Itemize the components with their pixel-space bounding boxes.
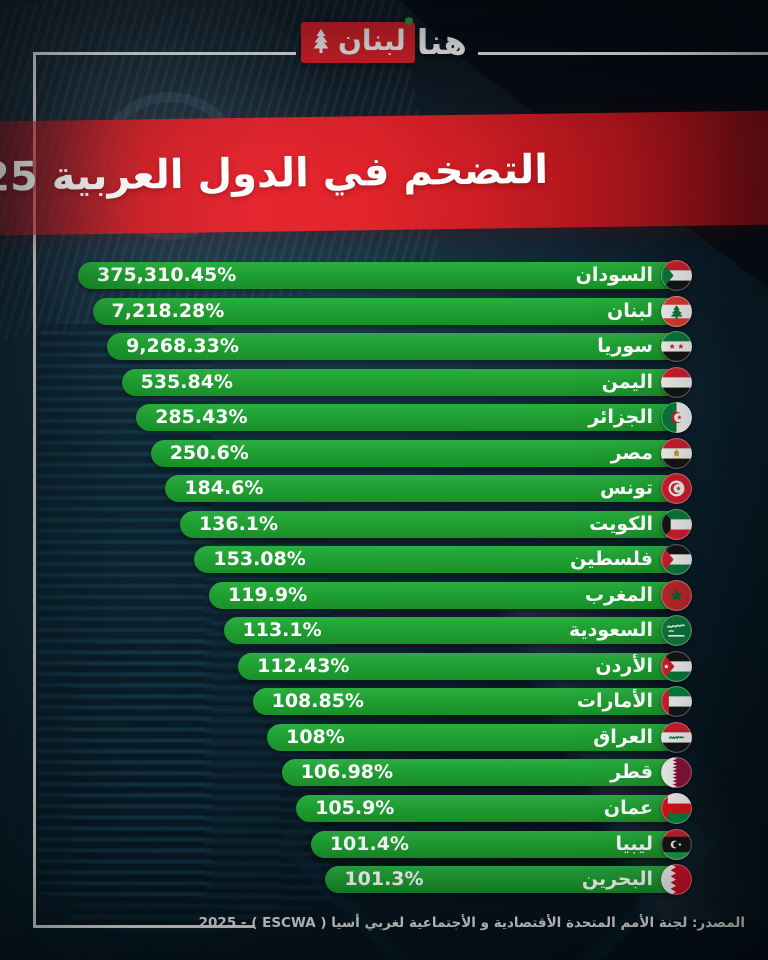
country-name: المغرب <box>584 583 653 606</box>
inflation-bar-row: 108% العراق <box>267 721 692 753</box>
inflation-value: 119.9% <box>228 583 308 606</box>
country-name: الجزائر <box>588 406 653 429</box>
yemen-flag-icon <box>661 366 692 398</box>
country-name: السودان <box>575 264 653 286</box>
inflation-bar-row: 285.43% الجزائر <box>136 402 692 434</box>
logo-red-box: لبنان <box>300 22 415 63</box>
country-name: السعودية <box>568 619 653 642</box>
iraq-flag-icon <box>661 721 692 753</box>
coin-stack-art <box>70 640 280 930</box>
inflation-value: 535.84% <box>140 370 233 393</box>
inflation-value: 153.08% <box>213 548 306 571</box>
qatar-flag-icon <box>661 757 692 789</box>
algeria-flag-icon <box>661 402 692 434</box>
frame-border-top-right <box>478 52 768 55</box>
frame-border-bottom <box>33 925 255 928</box>
saudi-arabia-flag-icon <box>661 615 692 647</box>
country-name: العراق <box>593 725 653 748</box>
frame-border-top-left <box>33 52 296 55</box>
inflation-value: 105.9% <box>315 797 395 819</box>
inflation-bar-row: 535.84% اليمن <box>121 366 692 398</box>
inflation-bar-row: 250.6% مصر <box>150 437 692 469</box>
inflation-bar-row: 184.6% تونس <box>165 473 692 505</box>
tunisia-flag-icon <box>661 473 692 505</box>
logo-box-text: لبنان <box>337 24 406 57</box>
inflation-bar-row: 112.43% الأردن <box>238 650 692 682</box>
country-name: تونس <box>599 477 653 500</box>
inflation-value: 285.43% <box>155 406 248 429</box>
uae-flag-icon <box>661 686 692 718</box>
country-name: البحرين <box>581 868 653 890</box>
country-name: لبنان <box>607 299 653 322</box>
country-name: الأردن <box>595 654 653 677</box>
inflation-value: 184.6% <box>184 477 264 500</box>
kuwait-flag-icon <box>661 508 692 540</box>
jordan-flag-icon <box>661 650 692 682</box>
egypt-flag-icon <box>661 437 692 469</box>
inflation-value: 375,310.45% <box>97 264 237 286</box>
country-name: الكويت <box>589 512 653 535</box>
bahrain-flag-icon <box>661 864 692 895</box>
sudan-flag-icon <box>661 260 692 291</box>
inflation-value: 108% <box>286 725 345 748</box>
inflation-value: 101.3% <box>344 868 424 890</box>
libya-flag-icon <box>661 828 692 860</box>
logo-green-dot <box>404 17 413 25</box>
country-name: الأمارات <box>576 690 653 713</box>
inflation-bar-row: 119.9% المغرب <box>209 579 692 611</box>
inflation-bar-row: 375,310.45% السودان <box>78 260 692 291</box>
inflation-value: 113.1% <box>242 619 322 642</box>
country-name: ليبيا <box>615 832 653 855</box>
morocco-flag-icon <box>661 579 692 611</box>
country-name: سوريا <box>597 335 653 358</box>
inflation-bar-row: 113.1% السعودية <box>223 615 692 647</box>
inflation-value: 106.98% <box>300 761 394 784</box>
syria-flag-icon <box>661 331 692 363</box>
app-logo: هنا لبنان <box>300 17 468 63</box>
logo-text: هنا <box>416 22 468 63</box>
cedar-icon <box>313 29 329 53</box>
inflation-value: 7,218.28% <box>111 299 225 322</box>
inflation-value: 250.6% <box>169 441 249 464</box>
inflation-value: 112.43% <box>257 654 350 677</box>
inflation-bar-row: 136.1% الكويت <box>179 508 692 540</box>
inflation-bar-row: 106.98% قطر <box>281 757 692 789</box>
inflation-value: 101.4% <box>329 832 409 855</box>
country-name: مصر <box>610 441 653 464</box>
inflation-bar-row: 153.08% فلسطين <box>194 544 692 576</box>
source-footer: المصدر: لجنة الأمم المتحدة الأقتصادية و … <box>198 915 745 931</box>
inflation-bar-row: 101.4% ليبيا <box>310 828 692 860</box>
oman-flag-icon <box>661 793 692 824</box>
inflation-bar-row: 105.9% عمان <box>296 793 692 824</box>
frame-border-left <box>33 52 36 928</box>
country-name: اليمن <box>601 370 653 393</box>
inflation-bar-row: 7,218.28% لبنان <box>92 295 692 327</box>
country-name: فلسطين <box>570 548 653 571</box>
inflation-value: 136.1% <box>198 512 279 535</box>
country-name: عمان <box>603 797 653 819</box>
inflation-value: 108.85% <box>271 690 364 713</box>
inflation-value: 9,268.33% <box>126 335 239 358</box>
inflation-bar-row: 108.85% الأمارات <box>252 686 692 718</box>
lebanon-flag-icon <box>661 295 692 327</box>
inflation-bar-row: 9,268.33% سوريا <box>107 331 692 363</box>
inflation-bar-row: 101.3% البحرين <box>325 864 692 895</box>
palestine-flag-icon <box>661 544 692 576</box>
country-name: قطر <box>610 761 653 784</box>
